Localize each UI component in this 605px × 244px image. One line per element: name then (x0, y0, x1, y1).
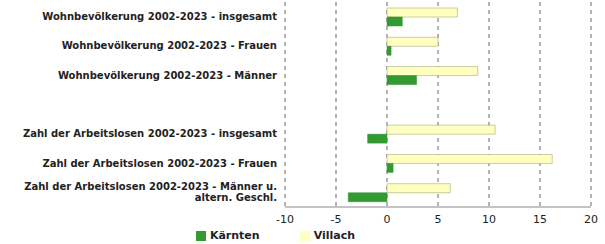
svg-text:15: 15 (533, 213, 547, 226)
svg-text:-5: -5 (331, 213, 342, 226)
svg-text:Zahl der Arbeitslosen 2002-202: Zahl der Arbeitslosen 2002-2023 - Männer… (24, 181, 277, 203)
svg-text:5: 5 (435, 213, 442, 226)
html-text:Villach: Villach (313, 229, 356, 242)
svg-text:Zahl der Arbeitslosen 2002-202: Zahl der Arbeitslosen 2002-2023 - Frauen (42, 158, 277, 169)
svg-text:Wohnbevölkerung 2002-2023 - in: Wohnbevölkerung 2002-2023 - insgesamt (42, 11, 277, 22)
svg-text:0: 0 (384, 213, 391, 226)
html-text:Kärnten: Kärnten (209, 229, 260, 242)
svg-text:Wohnbevölkerung 2002-2023 - Fr: Wohnbevölkerung 2002-2023 - Frauen (62, 40, 277, 51)
svg-text:Zahl der Arbeitslosen 2002-202: Zahl der Arbeitslosen 2002-2023 - insges… (23, 128, 277, 139)
svg-text:-10: -10 (276, 213, 294, 226)
svg-text:10: 10 (482, 213, 496, 226)
svg-text:Wohnbevölkerung 2002-2023 - Mä: Wohnbevölkerung 2002-2023 - Männer (58, 70, 277, 81)
svg-text:20: 20 (584, 213, 597, 226)
